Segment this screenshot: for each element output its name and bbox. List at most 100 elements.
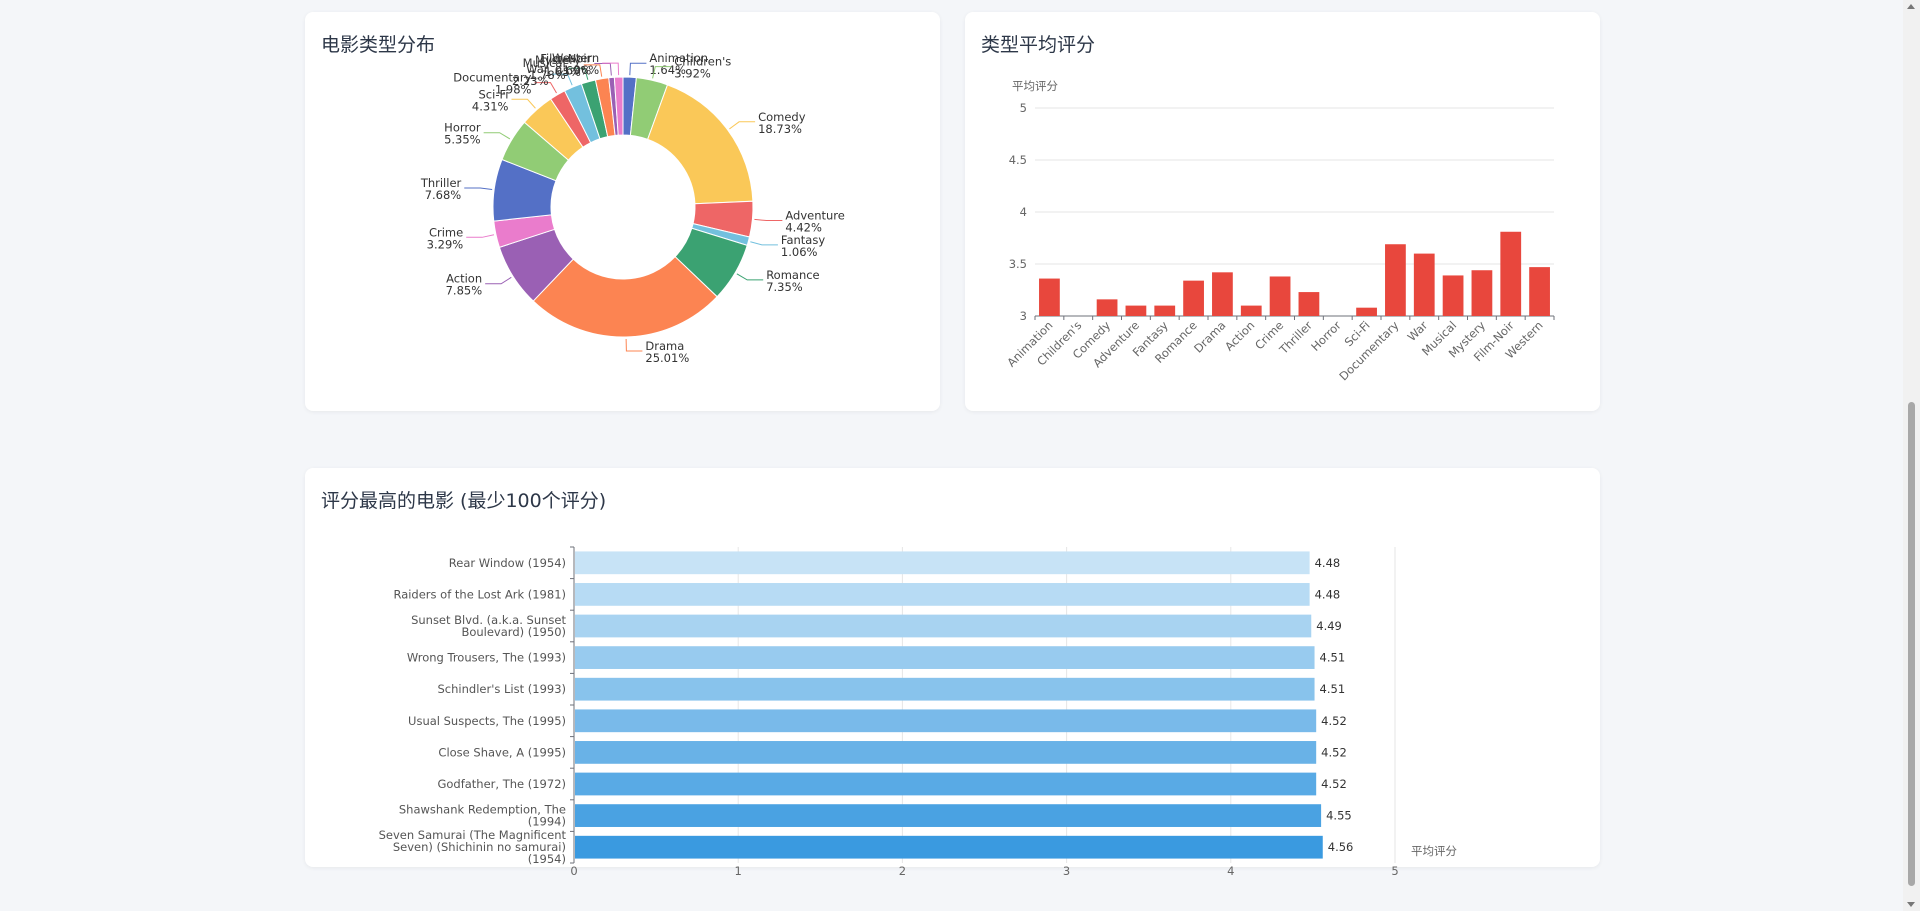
movie-title-label: (1954) [528, 852, 566, 866]
scrollbar-thumb[interactable] [1908, 402, 1915, 886]
pie-slice-western[interactable] [613, 76, 624, 136]
bar-film-noir[interactable] [1500, 231, 1522, 316]
bar-value-label: 4.52 [1321, 745, 1347, 759]
pie-label-name: War [526, 62, 549, 76]
pie-label-percent: 0.69% [555, 64, 592, 78]
genre-distribution-title: 电影类型分布 [321, 34, 436, 56]
scroll-up-icon[interactable] [1907, 4, 1915, 9]
pie-label-line [483, 132, 511, 140]
movie-title-label: Boulevard) (1950) [461, 625, 566, 639]
pie-label-name: Children's [674, 55, 731, 69]
movie-bar[interactable] [575, 646, 1315, 669]
bar-war[interactable] [1413, 253, 1435, 316]
bar-mystery[interactable] [1471, 270, 1493, 316]
bar-thriller[interactable] [1298, 292, 1320, 316]
pie-label-name: Action [446, 272, 482, 286]
bar-value-label: 4.52 [1321, 777, 1347, 791]
bar-value-label: 4.55 [1326, 809, 1352, 823]
pie-label-percent: 4.42% [785, 221, 822, 235]
genre-rating-card: 类型平均评分 平均评分 3 3.5 4 4.5 5 Animation Children's C… [965, 12, 1600, 411]
bar-value-label: 4.48 [1315, 556, 1341, 570]
pie-label-name: Thriller [420, 176, 462, 190]
movie-bar[interactable] [575, 677, 1315, 701]
movie-bar[interactable] [575, 551, 1310, 575]
x-axis-label: 平均评分 [1411, 844, 1457, 858]
movie-title-label: Close Shave, A (1995) [438, 745, 566, 759]
bar-documentary[interactable] [1385, 244, 1406, 316]
scroll-down-icon[interactable] [1907, 902, 1915, 907]
pie-label-percent: 2.23% [512, 74, 549, 88]
x-tick-label: Action [1222, 318, 1257, 353]
movie-title-label: Godfather, The (1972) [437, 777, 566, 791]
bar-value-label: 4.49 [1316, 619, 1342, 633]
x-tick-label: 5 [1391, 864, 1398, 878]
pie-label-line [602, 62, 620, 76]
movie-bar[interactable] [575, 835, 1323, 859]
pie-label-percent: 3.92% [674, 67, 711, 81]
pie-label-percent: 7.85% [446, 284, 483, 298]
movie-bar[interactable] [575, 804, 1322, 827]
bar-animation[interactable] [1039, 278, 1060, 316]
bar-crime[interactable] [1269, 276, 1291, 316]
pie-label-line [511, 98, 536, 109]
pie-label-name: Film-Noir [540, 52, 591, 66]
pie-label-percent: 5.35% [444, 133, 481, 147]
bar-musical[interactable] [1442, 275, 1464, 316]
bar-fantasy[interactable] [1154, 305, 1176, 316]
bar-action[interactable] [1240, 305, 1262, 316]
movie-bar[interactable] [575, 772, 1317, 796]
pie-slice-drama[interactable] [532, 255, 718, 338]
x-tick-label: 1 [735, 864, 742, 878]
pie-label-line [534, 82, 557, 94]
y-tick-label: 4.5 [1009, 153, 1027, 167]
pie-label-line [485, 276, 512, 285]
pie-label-line [466, 234, 495, 238]
pie-slice-comedy[interactable] [647, 84, 754, 205]
movie-title-label: Raiders of the Lost Ark (1981) [393, 587, 566, 601]
pie-label-name: Fantasy [781, 233, 825, 247]
x-tick-label: 4 [1227, 864, 1234, 878]
pie-label-percent: 3.29% [427, 237, 464, 251]
pie-label-line [754, 218, 783, 222]
bar-value-label: 4.48 [1315, 587, 1341, 601]
pie-label-name: Romance [766, 268, 819, 282]
pie-label-percent: 1.65% [544, 65, 581, 79]
bar-value-label: 4.52 [1321, 714, 1347, 728]
pie-label-percent: 1.98% [495, 83, 532, 97]
bar-adventure[interactable] [1125, 305, 1147, 316]
pie-label-line [583, 64, 603, 77]
bar-sci-fi[interactable] [1356, 307, 1377, 316]
pie-label-line [729, 121, 756, 130]
pie-label-line [736, 273, 764, 281]
pie-label-percent: 7.68% [425, 188, 462, 202]
top-movies-bar-chart: 0 1 2 3 4 5 平均评分 4.48 Rear Window (1954) 4.48 Raid… [379, 546, 1457, 878]
x-tick-label: 2 [899, 864, 906, 878]
bar-drama[interactable] [1212, 272, 1233, 316]
pie-label-name: Crime [429, 225, 463, 239]
movie-title-label: (1994) [528, 815, 566, 829]
pie-label-percent: 18.73% [758, 122, 802, 136]
movie-bar[interactable] [575, 614, 1312, 638]
page-scrollbar[interactable] [1903, 0, 1920, 911]
movie-title-label: Wrong Trousers, The (1993) [407, 651, 566, 665]
pie-label-percent: 7.35% [766, 280, 803, 294]
movie-bar[interactable] [575, 583, 1310, 606]
pie-label-name: Documentary [453, 71, 531, 85]
pie-label-name: Animation [649, 51, 708, 65]
movie-title-label: Shawshank Redemption, The [399, 803, 566, 817]
bar-western[interactable] [1529, 267, 1550, 316]
pie-label-percent: 1.78% [529, 68, 566, 82]
bar-romance[interactable] [1183, 280, 1204, 316]
x-tick-label: Drama [1191, 318, 1228, 355]
pie-label-percent: 25.01% [645, 351, 689, 365]
genre-rating-title: 类型平均评分 [981, 34, 1096, 56]
pie-label-name: Drama [645, 339, 684, 353]
genre-rating-bar-chart: 平均评分33.544.55AnimationChildren'sComedyAd… [1004, 79, 1555, 383]
movie-title-label: Seven) (Shichinin no samurai) [393, 840, 566, 854]
pie-label-percent: 1.06% [563, 63, 600, 77]
bar-comedy[interactable] [1096, 299, 1118, 316]
pie-label-name: Comedy [758, 110, 806, 124]
movie-bar[interactable] [575, 741, 1317, 764]
y-tick-label: 3.5 [1009, 257, 1027, 271]
movie-bar[interactable] [575, 709, 1317, 733]
